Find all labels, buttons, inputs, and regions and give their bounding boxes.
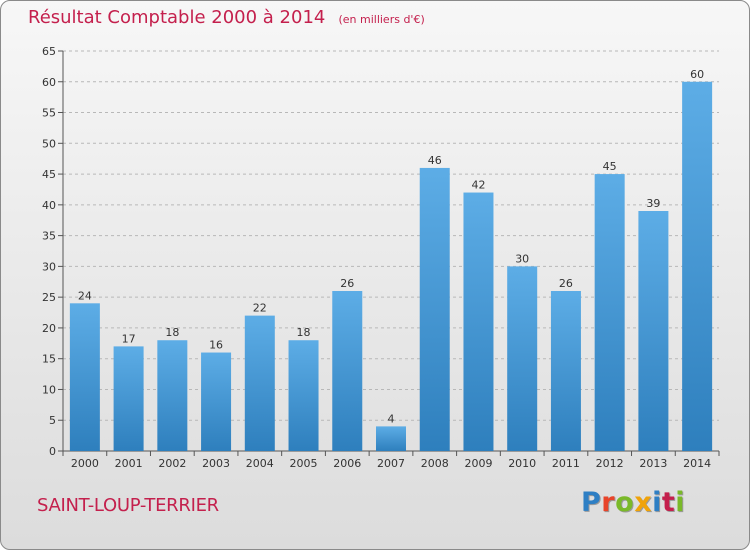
x-tick-label: 2005	[290, 457, 318, 470]
logo-letter: i	[652, 487, 662, 518]
bar-value-label: 45	[603, 160, 617, 173]
x-tick-label: 2003	[202, 457, 230, 470]
logo-letter: x	[634, 487, 653, 518]
bar-value-label: 4	[388, 412, 395, 425]
y-tick-label: 35	[42, 230, 56, 243]
bar	[376, 426, 406, 451]
x-tick-label: 2000	[71, 457, 99, 470]
x-tick-label: 2004	[246, 457, 274, 470]
y-tick-label: 30	[42, 260, 56, 273]
commune-name: SAINT-LOUP-TERRIER	[37, 495, 219, 516]
bar-value-label: 60	[690, 68, 704, 81]
x-tick-label: 2011	[552, 457, 580, 470]
bar-value-label: 26	[559, 277, 573, 290]
y-tick-label: 10	[42, 383, 56, 396]
bar-value-label: 16	[209, 339, 223, 352]
bar-value-label: 26	[340, 277, 354, 290]
y-tick-label: 5	[49, 414, 56, 427]
x-tick-label: 2002	[158, 457, 186, 470]
logo-letter: r	[601, 487, 616, 518]
y-tick-label: 40	[42, 199, 56, 212]
bar	[288, 340, 319, 451]
bar	[419, 167, 450, 451]
bar-value-label: 42	[471, 179, 485, 192]
chart-subtitle: (en milliers d'€)	[338, 13, 425, 26]
bar	[113, 346, 144, 451]
logo-letter: P	[581, 487, 602, 518]
bar	[682, 81, 713, 452]
bar	[332, 291, 363, 451]
bar-value-label: 18	[297, 326, 311, 339]
y-tick-label: 20	[42, 322, 56, 335]
bar-value-label: 22	[253, 302, 267, 315]
y-tick-label: 65	[42, 45, 56, 58]
x-tick-label: 2012	[596, 457, 624, 470]
logo-letter: o	[615, 487, 635, 518]
x-tick-label: 2013	[639, 457, 667, 470]
bar	[507, 266, 538, 451]
logo-letter: t	[661, 487, 676, 518]
bar	[594, 174, 625, 452]
y-tick-label: 60	[42, 76, 56, 89]
proxiti-logo[interactable]: Proxiti	[581, 487, 685, 518]
x-tick-label: 2009	[464, 457, 492, 470]
y-tick-label: 45	[42, 168, 56, 181]
bar	[463, 192, 494, 452]
bars	[69, 81, 713, 452]
labels: 0 5 10 15 20 25 30 35 40 45 50 55 60 65 24 2000 17 2001 18…	[42, 45, 711, 470]
bar-value-label: 18	[165, 326, 179, 339]
bar	[201, 352, 232, 451]
logo-letter: i	[675, 487, 686, 518]
x-tick-label: 2007	[377, 457, 405, 470]
x-tick-label: 2008	[421, 457, 449, 470]
bar-value-label: 46	[428, 154, 442, 167]
x-tick-label: 2014	[683, 457, 711, 470]
bar	[69, 303, 100, 451]
y-tick-label: 55	[42, 107, 56, 120]
x-tick-label: 2010	[508, 457, 536, 470]
y-tick-label: 50	[42, 137, 56, 150]
y-tick-label: 25	[42, 291, 56, 304]
bar	[244, 315, 275, 451]
chart-title: Résultat Comptable 2000 à 2014	[28, 7, 326, 28]
bar-value-label: 30	[515, 252, 529, 265]
bar-value-label: 17	[122, 332, 136, 345]
bar-value-label: 24	[78, 289, 92, 302]
bar-value-label: 39	[646, 197, 660, 210]
bar	[157, 340, 188, 451]
chart-title-group: Résultat Comptable 2000 à 2014 (en milli…	[28, 7, 425, 28]
y-tick-label: 15	[42, 353, 56, 366]
bar	[638, 211, 669, 451]
x-tick-label: 2001	[115, 457, 143, 470]
y-tick-label: 0	[49, 445, 56, 458]
bar	[550, 291, 581, 451]
x-tick-label: 2006	[333, 457, 361, 470]
